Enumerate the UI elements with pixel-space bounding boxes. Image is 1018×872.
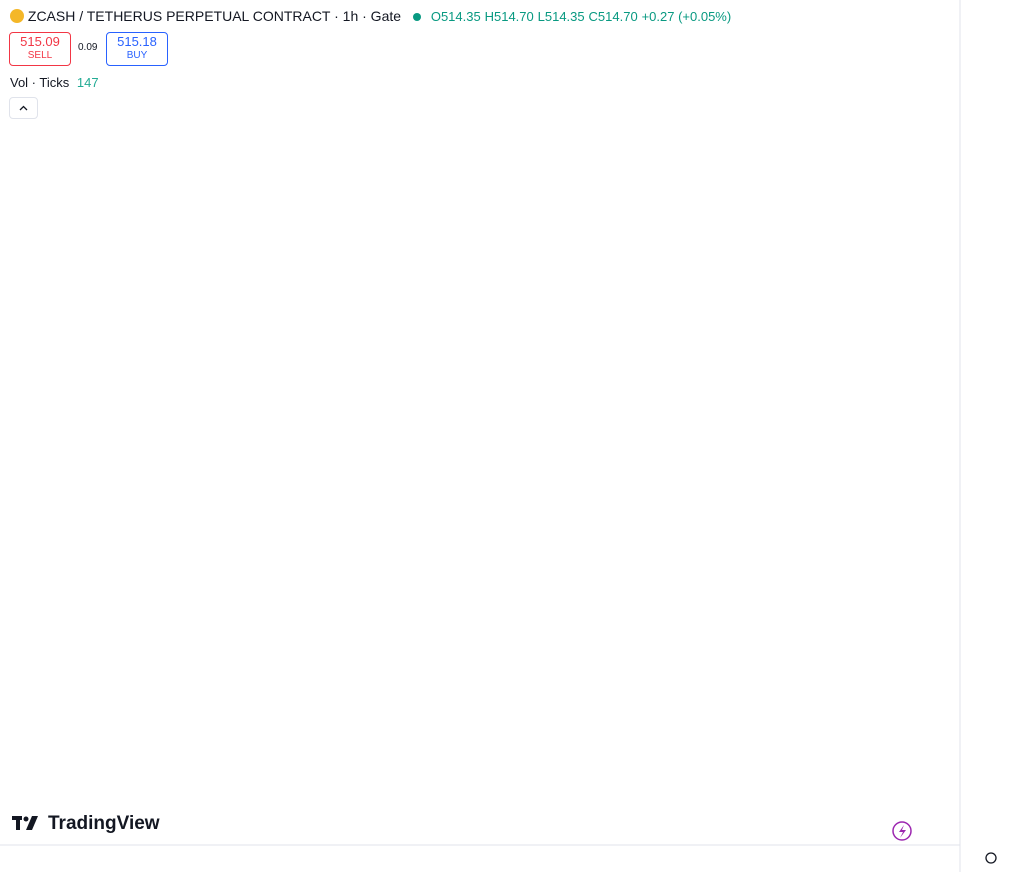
ohlc-change: +0.27 (+0.05%) bbox=[641, 9, 732, 24]
sell-label: SELL bbox=[27, 50, 53, 61]
logo-text: TradingView bbox=[48, 813, 160, 834]
coin-icon bbox=[10, 9, 24, 23]
ohlc-close: C514.70 bbox=[588, 9, 638, 24]
buy-button[interactable]: 515.18 BUY bbox=[106, 32, 168, 66]
volume-title: Vol · Ticks bbox=[10, 75, 70, 90]
header: ZCASH / TETHERUS PERPETUAL CONTRACT · 1h… bbox=[10, 8, 731, 24]
volume-legend: Vol · Ticks 147 bbox=[10, 75, 99, 90]
sell-button[interactable]: 515.09 SELL bbox=[9, 32, 71, 66]
buy-price: 515.18 bbox=[117, 34, 157, 49]
ohlc-high: H514.70 bbox=[484, 9, 534, 24]
status-dot bbox=[412, 13, 421, 21]
settings-icon[interactable] bbox=[985, 852, 997, 864]
logo-mark bbox=[16, 816, 20, 830]
collapse-icon bbox=[19, 105, 28, 111]
logo-mark bbox=[26, 816, 38, 830]
logo-mark bbox=[23, 816, 29, 822]
ohlc-low: L514.35 bbox=[537, 9, 585, 24]
ohlc-open: O514.35 bbox=[430, 9, 481, 24]
volume-value: 147 bbox=[76, 75, 99, 90]
bolt-icon bbox=[899, 825, 906, 838]
buy-label: BUY bbox=[126, 50, 148, 61]
collapse-button[interactable] bbox=[9, 97, 38, 119]
spread: 0.09 bbox=[78, 42, 98, 53]
chevron bbox=[19, 105, 28, 111]
symbol-title: ZCASH / TETHERUS PERPETUAL CONTRACT · 1h… bbox=[27, 8, 402, 24]
sell-price: 515.09 bbox=[20, 34, 60, 49]
